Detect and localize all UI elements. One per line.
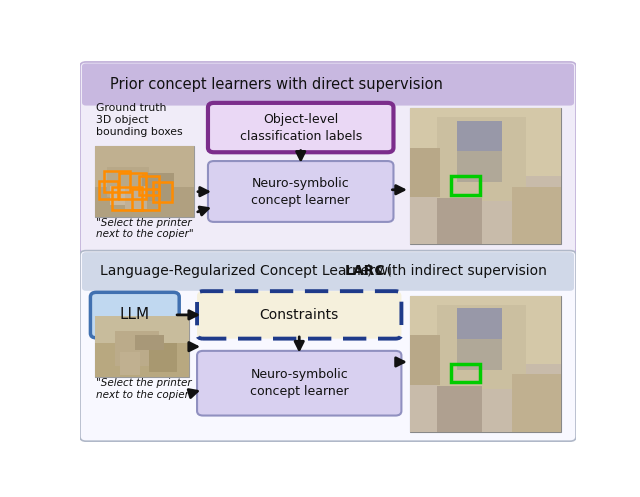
Bar xyxy=(511,187,561,244)
Bar xyxy=(410,148,440,197)
Text: ) with indirect supervision: ) with indirect supervision xyxy=(367,264,547,278)
FancyBboxPatch shape xyxy=(197,291,401,338)
Bar xyxy=(142,172,174,201)
Bar xyxy=(437,305,526,389)
Bar xyxy=(150,343,177,372)
FancyBboxPatch shape xyxy=(80,250,576,441)
Bar xyxy=(451,364,480,382)
FancyBboxPatch shape xyxy=(208,103,394,152)
Bar xyxy=(95,316,189,343)
Bar xyxy=(457,339,502,354)
Text: LLM: LLM xyxy=(120,307,150,323)
Bar xyxy=(154,182,172,202)
Text: Ground truth
3D object
bounding boxes: Ground truth 3D object bounding boxes xyxy=(97,102,183,137)
Bar xyxy=(95,316,189,377)
Text: "Select the printer
next to the copier": "Select the printer next to the copier" xyxy=(97,378,194,400)
Bar xyxy=(410,335,440,385)
Bar xyxy=(120,352,140,375)
FancyBboxPatch shape xyxy=(197,351,401,415)
Bar xyxy=(457,152,502,167)
Bar xyxy=(95,146,194,187)
Text: Constraints: Constraints xyxy=(260,308,339,322)
FancyBboxPatch shape xyxy=(208,161,394,222)
Bar xyxy=(104,170,129,192)
Bar xyxy=(410,296,561,364)
Text: "Select the printer
next to the copier": "Select the printer next to the copier" xyxy=(97,218,194,239)
Bar xyxy=(99,181,118,199)
Bar xyxy=(457,354,502,370)
Bar xyxy=(410,176,561,244)
FancyBboxPatch shape xyxy=(80,62,576,253)
Bar xyxy=(132,188,159,210)
Bar xyxy=(112,187,142,210)
Bar xyxy=(125,186,147,209)
FancyBboxPatch shape xyxy=(410,108,561,244)
Bar xyxy=(110,186,129,205)
Text: Language-Regularized Concept Learners (: Language-Regularized Concept Learners ( xyxy=(100,264,392,278)
Text: LARC: LARC xyxy=(344,264,385,278)
Bar xyxy=(115,331,159,366)
Bar xyxy=(410,296,561,431)
Bar xyxy=(437,198,482,244)
Bar xyxy=(95,187,194,217)
Bar xyxy=(95,146,194,217)
Bar xyxy=(511,374,561,431)
Bar xyxy=(437,117,526,201)
Bar xyxy=(457,308,502,339)
Bar xyxy=(118,172,146,199)
FancyBboxPatch shape xyxy=(90,292,179,338)
Bar xyxy=(410,364,561,431)
FancyBboxPatch shape xyxy=(82,64,574,105)
Text: Neuro-symbolic
concept learner: Neuro-symbolic concept learner xyxy=(250,368,349,398)
Bar xyxy=(457,121,502,152)
Bar xyxy=(138,175,159,195)
Bar xyxy=(134,335,164,350)
Bar xyxy=(95,343,189,377)
Bar xyxy=(410,108,561,176)
Bar xyxy=(437,386,482,431)
Bar xyxy=(108,167,150,197)
Text: Prior concept learners with direct supervision: Prior concept learners with direct super… xyxy=(110,77,443,92)
FancyBboxPatch shape xyxy=(82,252,574,291)
Text: Object-level
classification labels: Object-level classification labels xyxy=(239,113,362,143)
Bar xyxy=(457,167,502,182)
Bar xyxy=(451,176,480,195)
Text: Neuro-symbolic
concept learner: Neuro-symbolic concept learner xyxy=(252,176,350,207)
